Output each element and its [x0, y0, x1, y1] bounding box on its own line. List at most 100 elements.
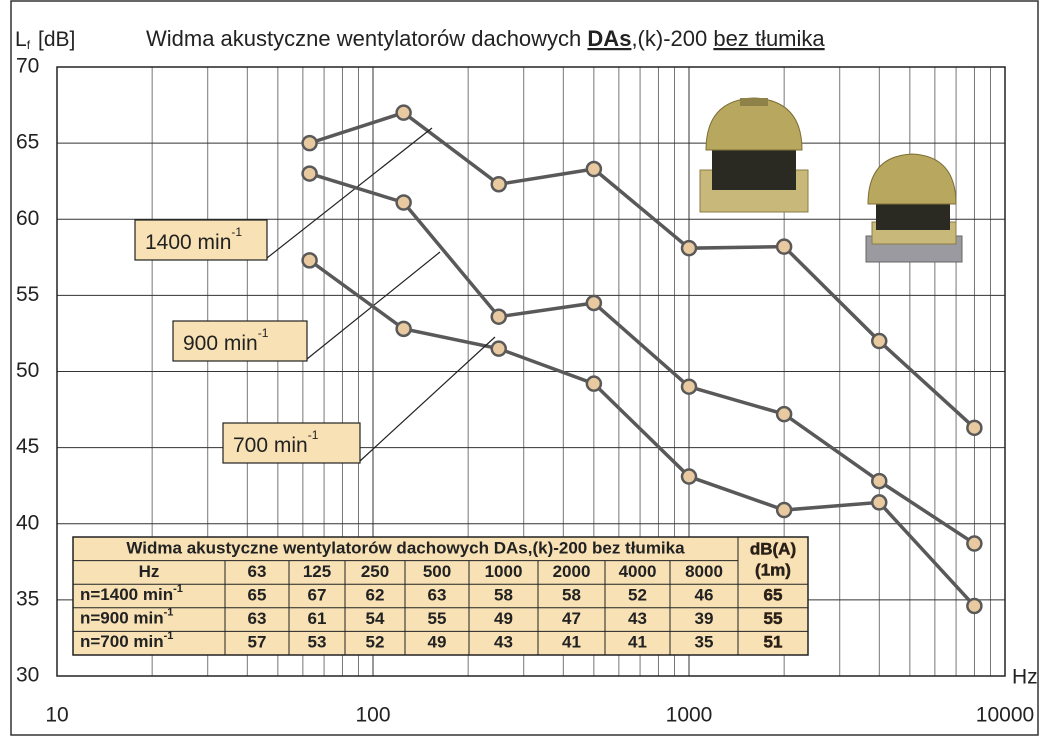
y-tick-label: 55	[16, 283, 39, 306]
label-connector	[267, 128, 432, 258]
table-cell: 67	[308, 585, 327, 604]
row-label: n=900 min	[80, 609, 164, 628]
data-point	[303, 167, 317, 181]
y-tick-label: 40	[16, 511, 39, 534]
table-cell: dB(A)	[750, 539, 796, 558]
fan-image	[866, 154, 962, 262]
table-cell: 52	[366, 633, 385, 652]
data-point	[303, 136, 317, 150]
title-part: DAs	[587, 26, 631, 51]
table-cell: 55	[764, 609, 783, 628]
table-cell: 55	[428, 609, 447, 628]
series-name: 700 min	[233, 434, 308, 457]
y-label-symbol: L	[15, 28, 27, 51]
table-row-label: n=900 min-1	[80, 607, 173, 629]
table-cell: 52	[628, 585, 647, 604]
label-connector	[360, 337, 495, 461]
data-point	[967, 421, 981, 435]
data-point	[303, 253, 317, 267]
table-cell: 500	[423, 562, 451, 581]
data-point	[777, 407, 791, 421]
table-cell: 39	[695, 609, 714, 628]
title-part: Widma akustyczne wentylatorów dachowych	[146, 26, 587, 51]
data-point	[492, 177, 506, 191]
table-cell: 63	[248, 609, 267, 628]
data-point	[872, 474, 886, 488]
y-axis-label: Lf[dB]	[15, 28, 75, 53]
table-cell: 1000	[485, 562, 523, 581]
table-cell: 53	[308, 633, 327, 652]
data-point	[777, 503, 791, 517]
y-tick-label: 35	[16, 587, 39, 610]
title-part: bez tłumika	[713, 26, 825, 51]
data-point	[682, 380, 696, 394]
table-cell: 2000	[553, 562, 591, 581]
x-tick-label: 100	[355, 704, 390, 727]
x-tick-label: 1000	[666, 704, 713, 727]
table-cell: 65	[248, 585, 267, 604]
data-point	[967, 537, 981, 551]
data-point	[492, 342, 506, 356]
data-point	[872, 334, 886, 348]
y-tick-label: 60	[16, 207, 39, 230]
x-tick-label: 10	[45, 704, 68, 727]
series-name-sup: -1	[308, 428, 319, 442]
series-name-sup: -1	[258, 326, 269, 340]
x-tick-label: 10000	[976, 704, 1034, 727]
table-cell: 65	[764, 585, 783, 604]
y-tick-label: 45	[16, 435, 39, 458]
table-cell: 35	[695, 633, 714, 652]
table-cell: 49	[428, 633, 447, 652]
row-label: n=700 min	[80, 633, 164, 652]
table-cell: 47	[562, 609, 581, 628]
row-label: n=1400 min	[80, 585, 173, 604]
data-point	[587, 296, 601, 310]
table-cell: (1m)	[755, 561, 791, 580]
data-point	[872, 495, 886, 509]
table-cell: 43	[494, 633, 513, 652]
y-tick-label: 30	[16, 664, 39, 687]
data-point	[397, 322, 411, 336]
table-cell: 58	[562, 585, 581, 604]
table-row-label: n=1400 min-1	[80, 583, 183, 605]
fan-image	[700, 98, 808, 212]
series-name: 1400 min	[145, 231, 231, 254]
data-point	[587, 377, 601, 391]
table-cell: 63	[428, 585, 447, 604]
data-point	[967, 599, 981, 613]
data-point	[397, 106, 411, 120]
table-cell: 250	[361, 562, 389, 581]
table-cell: 4000	[619, 562, 657, 581]
table-cell: 62	[366, 585, 385, 604]
row-label-sup: -1	[164, 630, 174, 642]
y-label-subscript: f	[27, 38, 31, 52]
series-name: 900 min	[183, 332, 258, 355]
table-cell: 57	[248, 633, 267, 652]
table-cell: 125	[303, 562, 331, 581]
table-cell: Hz	[139, 562, 160, 581]
table-cell: 43	[628, 609, 647, 628]
title-part: ,(k)-200	[631, 26, 713, 51]
y-tick-label: 50	[16, 359, 39, 382]
table-cell: Widma akustyczne wentylatorów dachowych …	[126, 538, 685, 557]
data-point	[397, 196, 411, 210]
x-axis-label: Hz	[1012, 666, 1038, 689]
table-cell: 63	[248, 562, 267, 581]
chart: Lf[dB] Widma akustyczne wentylatorów dac…	[0, 0, 1040, 737]
data-point	[682, 241, 696, 255]
table-cell: 54	[366, 609, 385, 628]
row-label-sup: -1	[164, 607, 174, 619]
table-cell: 61	[308, 609, 327, 628]
row-label-sup: -1	[173, 583, 183, 595]
y-tick-label: 65	[16, 131, 39, 154]
series-line	[310, 113, 975, 428]
table-cell: 8000	[685, 562, 723, 581]
chart-title: Widma akustyczne wentylatorów dachowych …	[146, 26, 825, 51]
data-table: Widma akustyczne wentylatorów dachowych …	[73, 537, 808, 655]
table-cell: 41	[562, 633, 581, 652]
table-cell: 46	[695, 585, 714, 604]
table-cell: 51	[764, 633, 783, 652]
data-point	[682, 470, 696, 484]
table-cell: 41	[628, 633, 647, 652]
table-row-label: n=700 min-1	[80, 630, 173, 652]
